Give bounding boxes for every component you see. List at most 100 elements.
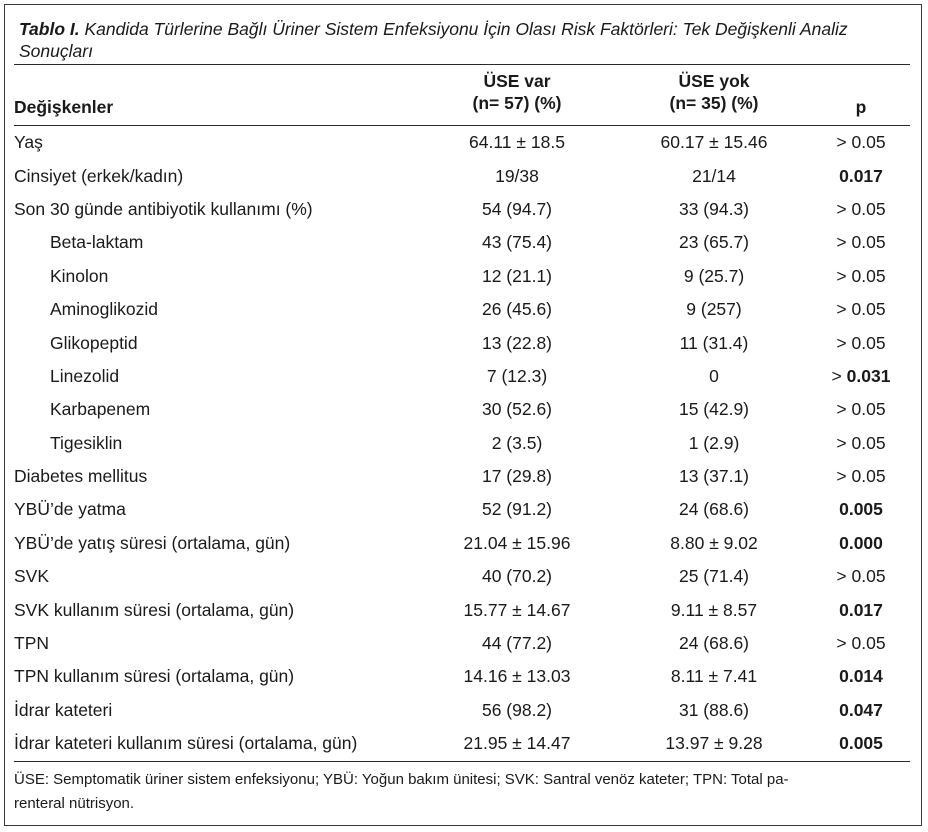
table-row: Karbapenem 30 (52.6) 15 (42.9) > 0.05 [14,393,910,426]
table-row: Glikopeptid 13 (22.8) 11 (31.4) > 0.05 [14,326,910,359]
row-use-var-value: 12 (21.1) [481,265,553,286]
table-body: Yaş 64.11 ± 18.5 60.17 ± 15.46 > 0.05 Cinsiy… [14,126,910,760]
header-p: p [855,97,867,117]
row-variable: Cinsiyet (erkek/kadın) [14,165,184,186]
row-use-var-value: 14.16 ± 13.03 [463,666,571,687]
header-use-var-title: ÜSE var [483,71,551,91]
row-use-var-value: 64.11 ± 18.5 [469,132,565,153]
row-use-var-value: 7 (12.3) [486,365,548,386]
table-row: İdrar kateteri kullanım süresi (ortalama… [14,727,910,760]
table-row: YBÜ’de yatış süresi (ortalama, gün) 21.04… [14,527,910,560]
row-variable: Beta-laktam [50,232,144,253]
row-variable: Yaş [14,132,43,153]
row-p-value: > 0.031 [812,360,910,393]
row-p-value: 0.014 [839,666,883,687]
row-p-value: > 0.05 [836,566,886,587]
row-p-value: 0.047 [839,699,883,720]
row-use-yok-value: 23 (65.7) [678,232,750,253]
footnote-line-1: ÜSE: Semptomatik üriner sistem enfeksiyo… [14,771,789,788]
row-variable: SVK [14,566,50,587]
row-use-yok-value: 25 (71.4) [678,566,750,587]
row-use-yok-value: 33 (94.3) [678,198,750,219]
table-row: SVK kullanım süresi (ortalama, gün) 15.77… [14,593,910,626]
row-use-var-value: 2 (3.5) [491,432,543,453]
header-variables: Değişkenler [14,97,114,117]
row-use-yok-value: 9.11 ± 8.57 [670,599,758,620]
row-use-yok-value: 1 (2.9) [688,432,740,453]
row-variable: İdrar kateteri kullanım süresi (ortalama… [14,733,358,754]
row-p-value: > 0.05 [836,132,886,153]
row-use-var-value: 15.77 ± 14.67 [463,599,571,620]
row-variable: TPN kullanım süresi (ortalama, gün) [14,666,295,687]
caption-lead: Tablo I. [19,19,80,39]
table-row: SVK 40 (70.2) 25 (71.4) > 0.05 [14,560,910,593]
row-p-value: > 0.05 [836,232,886,253]
row-use-yok-value: 9 (25.7) [683,265,745,286]
row-p-value: 0.017 [839,165,883,186]
row-use-yok-value: 8.11 ± 7.41 [670,666,758,687]
table-row: Tigesiklin 2 (3.5) 1 (2.9) > 0.05 [14,427,910,460]
table-row: TPN kullanım süresi (ortalama, gün) 14.16… [14,660,910,693]
row-use-yok-value: 21/14 [692,165,736,186]
table-row: Aminoglikozid 26 (45.6) 9 (257) > 0.05 [14,293,910,326]
row-variable: YBÜ’de yatma [14,499,126,520]
row-p-value: > 0.05 [836,633,886,654]
row-p-value: > 0.05 [836,265,886,286]
header-use-var-n: (n= 57) (%) [472,93,562,113]
row-p-value: > 0.05 [836,332,886,353]
row-use-var-value: 52 (91.2) [481,499,553,520]
row-use-var-value: 40 (70.2) [481,566,553,587]
table-row: YBÜ’de yatma 52 (91.2) 24 (68.6) 0.005 [14,493,910,526]
row-use-yok-value: 24 (68.6) [678,499,750,520]
row-use-yok-value: 0 [709,365,719,386]
row-variable: SVK kullanım süresi (ortalama, gün) [14,599,295,620]
row-use-yok-value: 11 (31.4) [679,332,749,353]
row-use-var-value: 43 (75.4) [481,232,553,253]
table-row: Beta-laktam 43 (75.4) 23 (65.7) > 0.05 [14,226,910,259]
risk-factor-table: Yaş 64.11 ± 18.5 60.17 ± 15.46 > 0.05 Cinsiy… [14,126,910,760]
row-p-value: > 0.05 [836,466,886,487]
row-use-yok-value: 24 (68.6) [678,633,750,654]
row-use-var-value: 13 (22.8) [481,332,553,353]
row-use-var-value: 19/38 [495,165,539,186]
p-value-number: 0.031 [846,365,891,386]
table-row: İdrar kateteri 56 (98.2) 31 (88.6) 0.047 [14,694,910,727]
header-use-yok-title: ÜSE yok [678,71,750,91]
table-row: Diabetes mellitus 17 (29.8) 13 (37.1) > 0.0… [14,460,910,493]
bottom-rule [14,761,910,762]
row-use-yok-value: 9 (257) [686,299,742,320]
header-use-yok-n: (n= 35) (%) [669,93,759,113]
header-use-yok: ÜSE yok (n= 35) (%) [616,70,812,114]
row-use-var-value: 54 (94.7) [481,198,553,219]
row-use-var-value: 30 (52.6) [481,399,553,420]
header-use-var: ÜSE var (n= 57) (%) [418,70,616,114]
table-frame: Tablo I. Kandida Türlerine Bağlı Üriner … [4,4,922,826]
row-use-yok-value: 8.80 ± 9.02 [670,532,758,553]
p-value-prefix: > [831,365,847,386]
row-use-var-value: 21.04 ± 15.96 [463,532,571,553]
row-p-value: > 0.05 [836,198,886,219]
table-footnote: ÜSE: Semptomatik üriner sistem enfeksiyo… [14,768,910,816]
row-use-yok-value: 13 (37.1) [678,466,750,487]
row-use-yok-value: 13.97 ± 9.28 [665,733,763,754]
table-row: Son 30 günde antibiyotik kullanımı (%) 54… [14,193,910,226]
row-use-var-value: 21.95 ± 14.47 [463,733,571,754]
row-p-value: 0.005 [839,499,883,520]
row-variable: Linezolid [50,365,120,386]
top-rule [14,64,910,65]
row-use-var-value: 56 (98.2) [481,699,553,720]
row-p-value: > 0.05 [836,299,886,320]
row-variable: Diabetes mellitus [14,466,148,487]
table-row: Cinsiyet (erkek/kadın) 19/38 21/14 0.017 [14,159,910,192]
caption-text: Kandida Türlerine Bağlı Üriner Sistem En… [19,19,848,61]
row-variable: Karbapenem [50,399,151,420]
row-variable: Glikopeptid [50,332,138,353]
table-row: TPN 44 (77.2) 24 (68.6) > 0.05 [14,627,910,660]
row-variable: Kinolon [50,265,109,286]
table-row: Kinolon 12 (21.1) 9 (25.7) > 0.05 [14,260,910,293]
footnote-line-2: renteral nütrisyon. [14,795,135,812]
row-use-var-value: 17 (29.8) [481,466,553,487]
row-use-var-value: 26 (45.6) [481,299,553,320]
table-row: Linezolid 7 (12.3) 0 > 0.031 [14,360,910,393]
row-p-value: > 0.05 [836,399,886,420]
